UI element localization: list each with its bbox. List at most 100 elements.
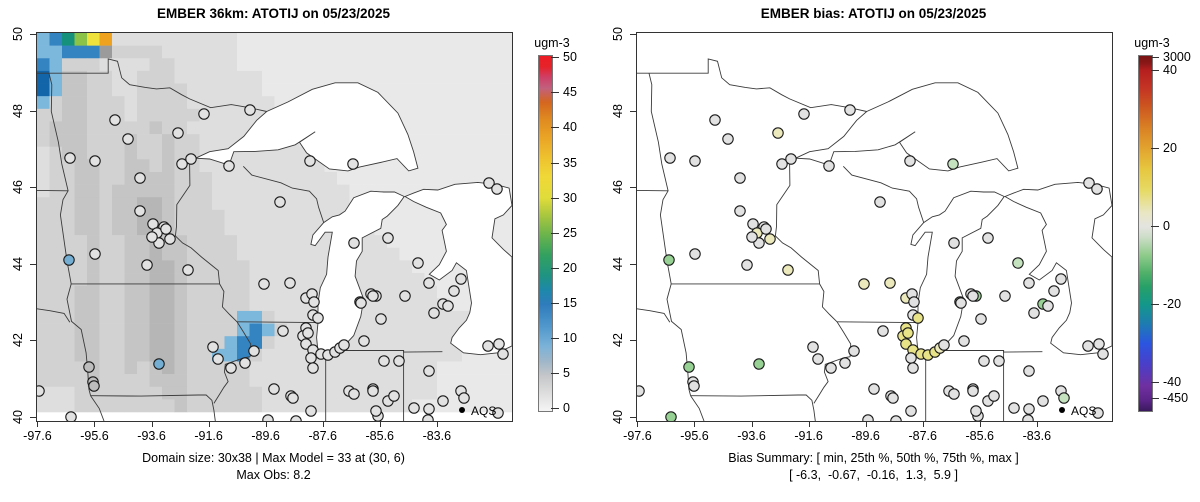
raster-cell <box>199 374 213 388</box>
raster-cell <box>212 273 225 286</box>
colorbar-tick <box>551 57 559 59</box>
model-raster <box>37 33 512 413</box>
raster-cell <box>112 260 125 274</box>
raster-cell <box>137 399 150 413</box>
raster-cell <box>112 361 125 375</box>
raster-cell <box>162 58 175 72</box>
raster-cell <box>462 146 475 160</box>
raster-cell <box>362 323 375 337</box>
raster-cell <box>287 70 300 84</box>
raster-cell <box>287 171 300 185</box>
site-marker <box>304 155 316 167</box>
raster-cell <box>137 374 150 388</box>
raster-cell <box>49 121 63 135</box>
raster-cell <box>187 209 200 223</box>
colorbar-tick-label: 45 <box>563 85 577 100</box>
raster-cell <box>449 171 463 185</box>
site-marker <box>689 155 701 167</box>
raster-cell <box>224 96 238 110</box>
bias-map-canvas: AQS <box>637 33 1112 421</box>
raster-cell <box>199 285 213 299</box>
state-border-line <box>637 308 671 323</box>
raster-cell <box>274 361 288 375</box>
raster-cell <box>249 184 263 198</box>
raster-cell <box>324 374 338 388</box>
raster-cell <box>174 310 188 324</box>
raster-cell <box>424 209 438 223</box>
raster-cell <box>337 361 350 375</box>
aqs-legend: AQS <box>459 404 496 418</box>
raster-cell <box>37 83 50 97</box>
raster-cell <box>424 96 438 110</box>
y-axis-tick <box>30 263 36 265</box>
state-borders <box>37 58 443 421</box>
raster-cell <box>49 235 63 249</box>
raster-cell <box>112 134 125 147</box>
raster-cell <box>224 45 238 59</box>
raster-cell <box>62 134 75 147</box>
raster-cell <box>62 121 75 135</box>
site-marker <box>999 290 1011 302</box>
raster-cell <box>462 361 475 375</box>
raster-cell <box>74 146 88 160</box>
raster-cell <box>74 121 88 135</box>
raster-cell <box>287 285 300 299</box>
site-marker <box>874 196 886 208</box>
raster-cell <box>149 247 163 261</box>
site-marker <box>772 127 784 139</box>
raster-cell <box>437 45 450 59</box>
raster-cell <box>374 323 388 337</box>
raster-cell <box>424 83 438 97</box>
raster-cell <box>49 336 63 350</box>
raster-cell <box>62 197 75 211</box>
colorbar-units-label: ugm-3 <box>1134 36 1170 50</box>
raster-cell <box>387 310 400 324</box>
raster-cell <box>99 222 113 236</box>
raster-cell <box>424 285 438 299</box>
raster-cell <box>124 222 138 236</box>
y-axis-tick <box>30 33 36 35</box>
site-marker <box>65 411 77 421</box>
raster-cell <box>112 96 125 110</box>
raster-cell <box>237 298 250 312</box>
raster-cell <box>174 361 188 375</box>
raster-cell <box>37 45 50 59</box>
raster-cell <box>174 45 188 59</box>
site-marker <box>938 339 950 351</box>
site-marker <box>442 300 454 312</box>
y-axis-tick <box>30 110 36 112</box>
y-axis-tick-label: 50 <box>11 26 25 41</box>
raster-cell <box>274 260 288 274</box>
raster-cell <box>37 348 50 362</box>
raster-cell <box>37 108 50 122</box>
x-axis-tick <box>436 421 438 427</box>
raster-cell <box>112 235 125 249</box>
raster-cell <box>312 273 325 286</box>
raster-cell <box>249 235 263 249</box>
raster-cell <box>249 70 263 84</box>
raster-cell <box>74 336 88 350</box>
raster-cell <box>412 45 425 59</box>
raster-cell <box>187 323 200 337</box>
raster-cell <box>287 33 300 46</box>
raster-cell <box>274 45 288 59</box>
raster-cell <box>487 159 500 173</box>
raster-cell <box>424 70 438 84</box>
raster-cell <box>224 70 238 84</box>
raster-cell <box>199 235 213 249</box>
site-marker <box>912 312 924 324</box>
raster-cell <box>299 209 313 223</box>
y-axis-tick <box>630 263 636 265</box>
raster-cell <box>412 298 425 312</box>
raster-cell <box>287 374 300 388</box>
raster-cell <box>412 310 425 324</box>
raster-cell <box>212 310 225 324</box>
raster-cell <box>237 171 250 185</box>
raster-cell <box>99 399 113 413</box>
site-marker <box>887 392 899 404</box>
raster-cell <box>274 247 288 261</box>
raster-cell <box>37 361 50 375</box>
site-marker <box>248 345 260 357</box>
raster-cell <box>462 58 475 72</box>
raster-cell <box>49 222 63 236</box>
